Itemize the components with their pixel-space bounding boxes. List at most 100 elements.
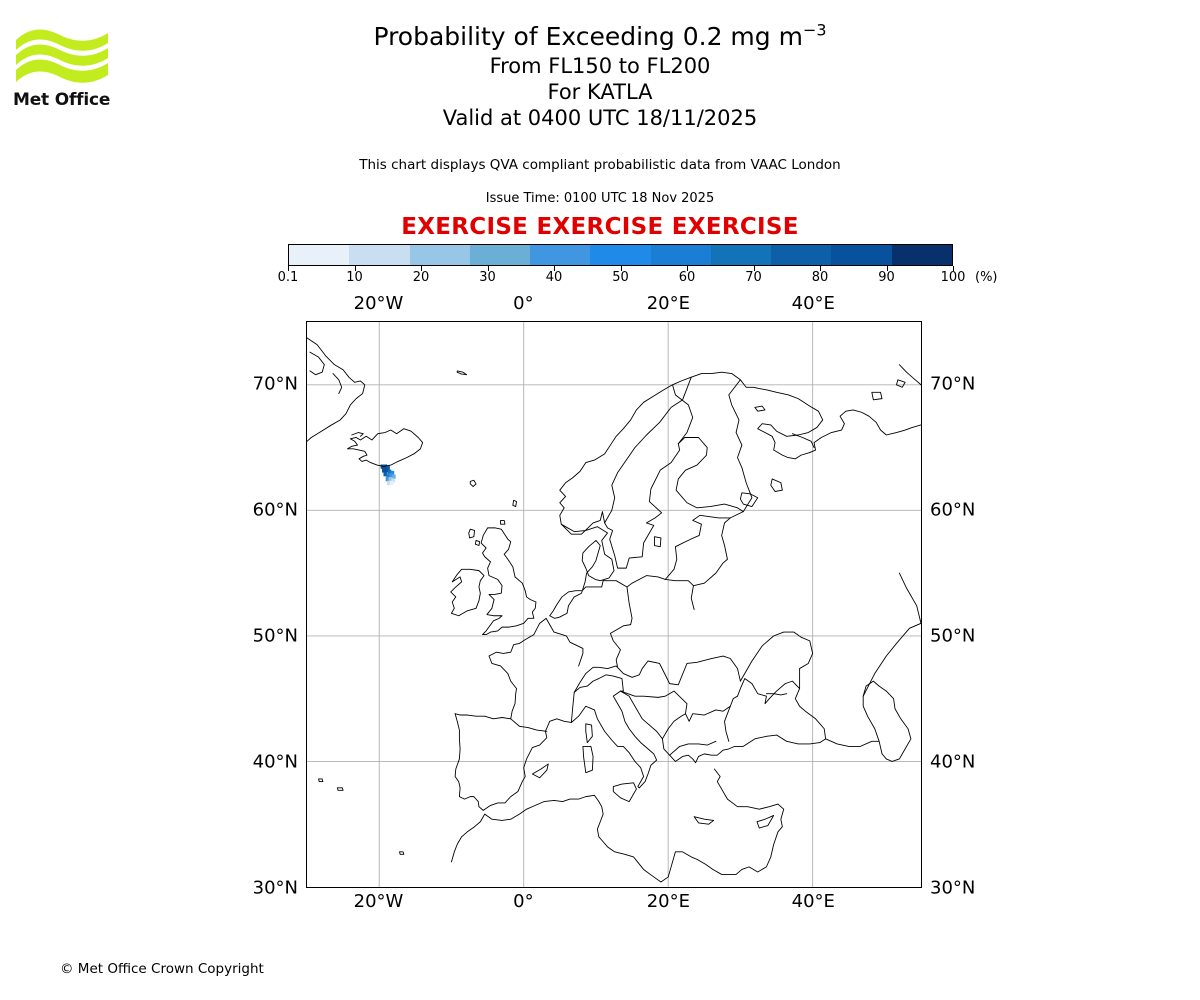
plume-cell [387, 469, 392, 474]
lat-label-right: 30°N [930, 877, 976, 899]
colorbar-tick-label: 20 [412, 270, 430, 285]
map-plot-area[interactable] [306, 321, 922, 888]
colorbar-cell-4 [530, 245, 591, 265]
coastline-greenland [307, 337, 366, 442]
lon-label-bottom: 20°W [353, 891, 404, 912]
colorbar-tick-label: 90 [878, 270, 895, 285]
coastline-iceland [347, 428, 424, 467]
colorbar-tick-label: 10 [346, 270, 363, 285]
coastline-border-de-pl [609, 586, 633, 668]
coastline-sardinia [582, 745, 594, 774]
coastline-orkney [500, 519, 506, 525]
coastline-kola-lake [754, 405, 766, 412]
coastline-greenland-fjord [332, 373, 343, 394]
lon-label-top: 20°W [353, 293, 404, 314]
colorbar-tick [421, 266, 422, 271]
logo-wave-1 [16, 29, 108, 51]
colorbar-cell-5 [590, 245, 651, 265]
coastline-shetland [512, 499, 517, 507]
colorbar-tick [687, 266, 688, 271]
colorbar-tick-label: 70 [745, 270, 762, 285]
lon-label-top: 20°E [646, 293, 690, 314]
colorbar-tick [953, 266, 954, 271]
logo-waves-icon [16, 29, 108, 83]
colorbar-tick [820, 266, 821, 271]
coastline-border-balkans2 [661, 713, 686, 740]
colorbar-tick [886, 266, 888, 271]
coastline-iceland-fjords-nw [351, 432, 364, 437]
logo-wordmark: Met Office [13, 90, 111, 110]
lat-label-right: 50°N [930, 625, 976, 647]
valid-time-subtitle: Valid at 0400 UTC 18/11/2025 [442, 106, 758, 130]
coastline-black-sea-crimea [765, 693, 788, 696]
plume-cell [388, 477, 393, 482]
volcano-subtitle: For KATLA [547, 80, 653, 104]
coastline-border-alps [570, 674, 624, 723]
page-title-text: Probability of Exceeding 0.2 mg m [373, 22, 803, 51]
coastline-white-sea-inner [791, 433, 815, 449]
coastline-border-ru-kz [862, 622, 921, 697]
colorbar-tick-label: 0.1 [277, 270, 299, 285]
colorbar-unit-label: (%) [975, 270, 998, 285]
colorbar-tick [753, 266, 755, 271]
colorbar-cell-7 [710, 245, 772, 265]
flight-level-subtitle: From FL150 to FL200 [489, 54, 711, 78]
plume-cell [383, 472, 387, 477]
coastline-border-balkans [620, 690, 731, 722]
logo-wave-2 [16, 44, 108, 66]
latitude-labels-left: 70°N 60°N 50°N 40°N 30°N [0, 0, 298, 1000]
coastline-border-fi-ru [728, 379, 753, 513]
colorbar-cell-6 [650, 245, 711, 265]
lon-label-bottom: 40°E [791, 891, 835, 912]
coastline-cyprus [756, 815, 775, 829]
lat-label-left: 40°N [252, 751, 298, 773]
coastline-border-fr-es [510, 718, 548, 732]
coastline-iberia-south [454, 678, 827, 811]
plume-cell [390, 470, 395, 476]
plume-cell [389, 480, 394, 486]
probability-colorbar [288, 244, 953, 266]
coastline-jan-mayen [456, 370, 468, 376]
coastline-border-it-north [573, 655, 741, 693]
coastline-norway-north [559, 371, 921, 525]
colorbar-tick [354, 266, 356, 271]
colorbar-tick-labels: 0.1 10 20 30 40 50 60 70 80 90 100 [278, 270, 966, 288]
colorbar-cell-2 [409, 245, 470, 265]
plume-cell [384, 468, 389, 473]
colorbar-tick [554, 266, 555, 271]
coastline-border-gr-bg [669, 740, 717, 756]
plume-cell [386, 465, 390, 471]
plume-cell [392, 474, 396, 479]
coastline-corsica [585, 723, 593, 744]
coastline-gotland [654, 536, 662, 548]
copyright-notice: © Met Office Crown Copyright [60, 961, 264, 977]
colorbar-tick-label: 60 [678, 270, 696, 285]
colorbar-tick-label: 50 [612, 270, 629, 285]
coastline-crete [693, 816, 715, 825]
colorbar-cell-1 [349, 245, 410, 265]
colorbar-tick-label: 30 [479, 270, 496, 285]
colorbar-ticks [288, 266, 954, 272]
colorbar-cell-10 [891, 245, 952, 265]
coastline-north-africa [450, 794, 669, 883]
coastline-great-britain [480, 527, 537, 636]
plume-cell [391, 478, 395, 483]
coastline-turkey-south [667, 768, 785, 878]
coastline-azores-1 [336, 787, 344, 791]
coastline-lake-onega [770, 478, 783, 492]
colorbar-cell-3 [469, 245, 531, 265]
colorbar-tick-label: 100 [940, 270, 966, 285]
coastline-madeira [399, 851, 405, 855]
coastline-azores-2 [318, 778, 324, 783]
ash-plume-layer [380, 464, 396, 486]
map-svg [307, 322, 921, 887]
lon-label-bottom: 20°E [646, 891, 690, 912]
coastline-scandinavia [549, 437, 744, 619]
met-office-logo [14, 26, 110, 114]
coastline-faroes [469, 479, 477, 487]
coastline-border-ru-s [825, 738, 880, 747]
coastline-lake-ladoga [739, 492, 759, 507]
colorbar-swatches [288, 244, 953, 266]
coastline-border-ru-ural [898, 572, 921, 624]
issue-time: Issue Time: 0100 UTC 18 Nov 2025 [485, 191, 715, 206]
